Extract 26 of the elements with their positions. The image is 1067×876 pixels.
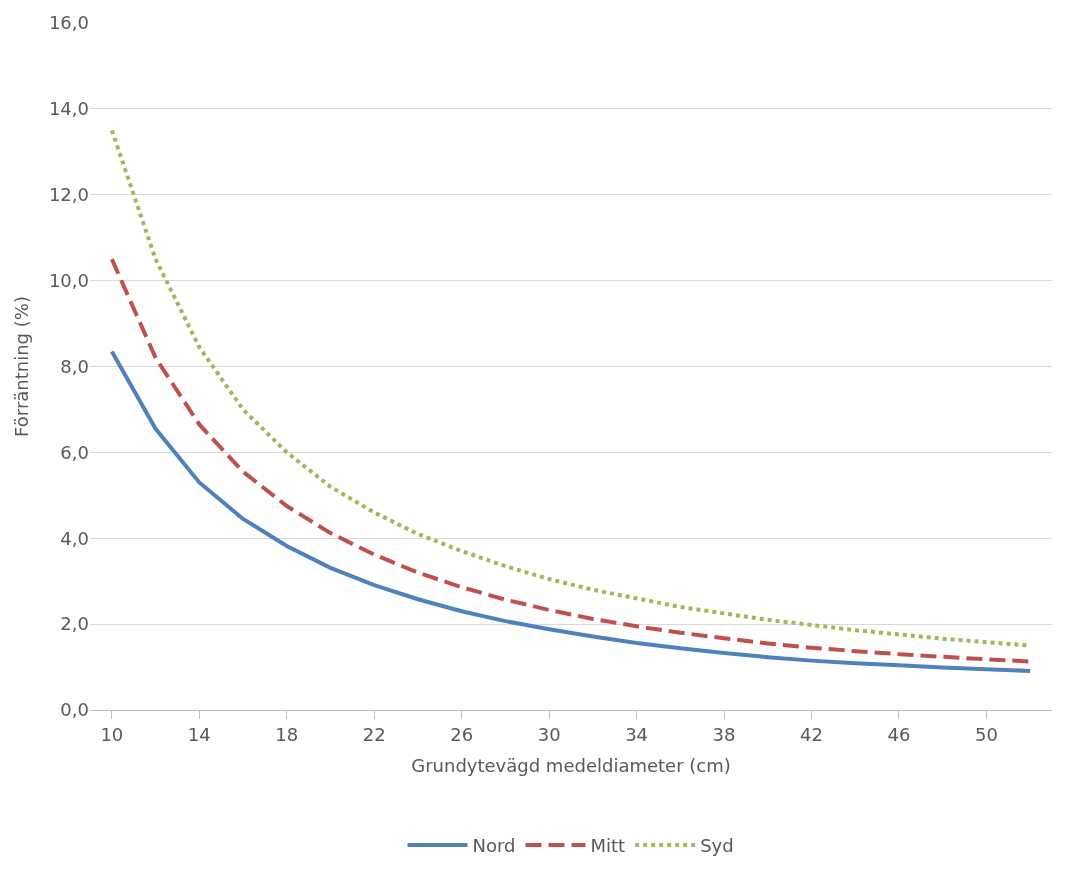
y-axis-title: Förräntning (%) [11,296,33,437]
x-tick-label: 22 [362,723,386,745]
line-series [109,349,1033,673]
x-tick-label: 38 [712,723,736,745]
y-tick-label: 10,0 [48,269,89,291]
x-tick-label: 14 [187,723,211,745]
y-tick-label: 2,0 [60,613,89,635]
legend-label: Nord [472,835,516,857]
x-tick-label: 18 [275,723,299,745]
x-tick-label: 42 [800,723,823,745]
x-tick-label: 46 [887,723,911,745]
x-tick-label: 10 [100,723,124,745]
x-tick-label: 26 [450,723,474,745]
x-tick-label: 50 [974,723,998,745]
y-tick-label: 14,0 [48,98,89,120]
legend-label: Mitt [590,835,626,857]
y-tick-label: 4,0 [60,527,89,549]
x-axis-title: Grundytevägd medeldiameter (cm) [411,754,731,776]
x-tick-label: 30 [537,723,561,745]
y-tick-label: 6,0 [60,441,89,463]
y-tick-label: 12,0 [48,184,89,206]
x-tick-label: 34 [625,723,649,745]
legend-label: Syd [700,835,734,857]
y-tick-label: 0,0 [60,699,89,721]
y-tick-label: 16,0 [48,12,89,34]
y-tick-label: 8,0 [60,355,89,377]
